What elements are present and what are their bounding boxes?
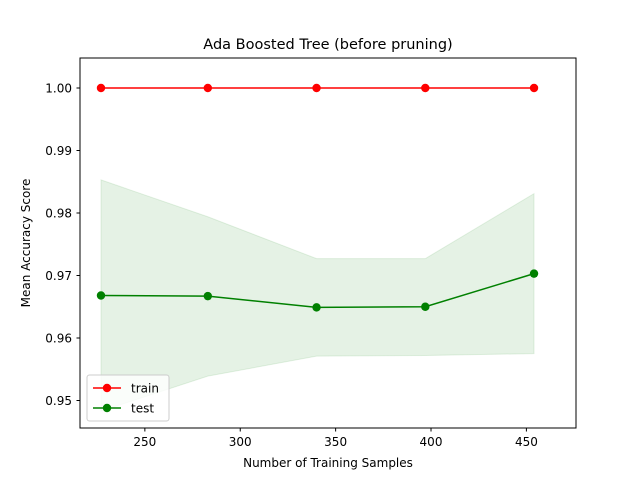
x-tick-label: 400 — [420, 435, 443, 449]
test-point — [529, 269, 539, 278]
test-legend-label: test — [131, 402, 154, 416]
x-tick-label: 450 — [515, 435, 538, 449]
test-point — [96, 291, 106, 300]
test-point — [312, 303, 321, 312]
train-point — [421, 83, 430, 93]
test-band — [100, 179, 535, 412]
x-axis-label: Number of Training Samples — [243, 456, 413, 470]
x-tick-label: 350 — [324, 435, 347, 449]
train-point — [203, 83, 213, 93]
y-axis-ticks: 0.95 0.96 0.97 0.98 0.99 1.00 — [45, 82, 80, 408]
test-point — [421, 302, 430, 311]
train-point — [96, 83, 106, 93]
train-legend-marker — [102, 383, 112, 393]
y-tick-label: 0.96 — [45, 332, 72, 346]
y-axis-label: Mean Accuracy Score — [19, 179, 33, 308]
y-tick-label: 0.97 — [45, 269, 72, 283]
train-point — [312, 83, 321, 93]
train-point — [529, 83, 539, 93]
test-legend-marker — [102, 403, 112, 413]
y-tick-label: 0.95 — [45, 394, 72, 408]
plot-frame — [79, 57, 577, 429]
chart-title: Ada Boosted Tree (before pruning) — [203, 37, 452, 53]
series-markers — [96, 83, 539, 312]
x-axis-ticks: 250 300 350 400 450 — [133, 428, 538, 449]
confidence-bands — [100, 179, 535, 412]
x-tick-label: 250 — [133, 435, 156, 449]
train-legend-label: train — [131, 382, 159, 396]
y-tick-label: 0.98 — [45, 207, 72, 221]
y-tick-label: 0.99 — [45, 144, 72, 158]
x-tick-label: 300 — [229, 435, 252, 449]
legend: train test — [86, 374, 170, 422]
test-point — [203, 291, 213, 301]
y-tick-label: 1.00 — [45, 82, 72, 96]
